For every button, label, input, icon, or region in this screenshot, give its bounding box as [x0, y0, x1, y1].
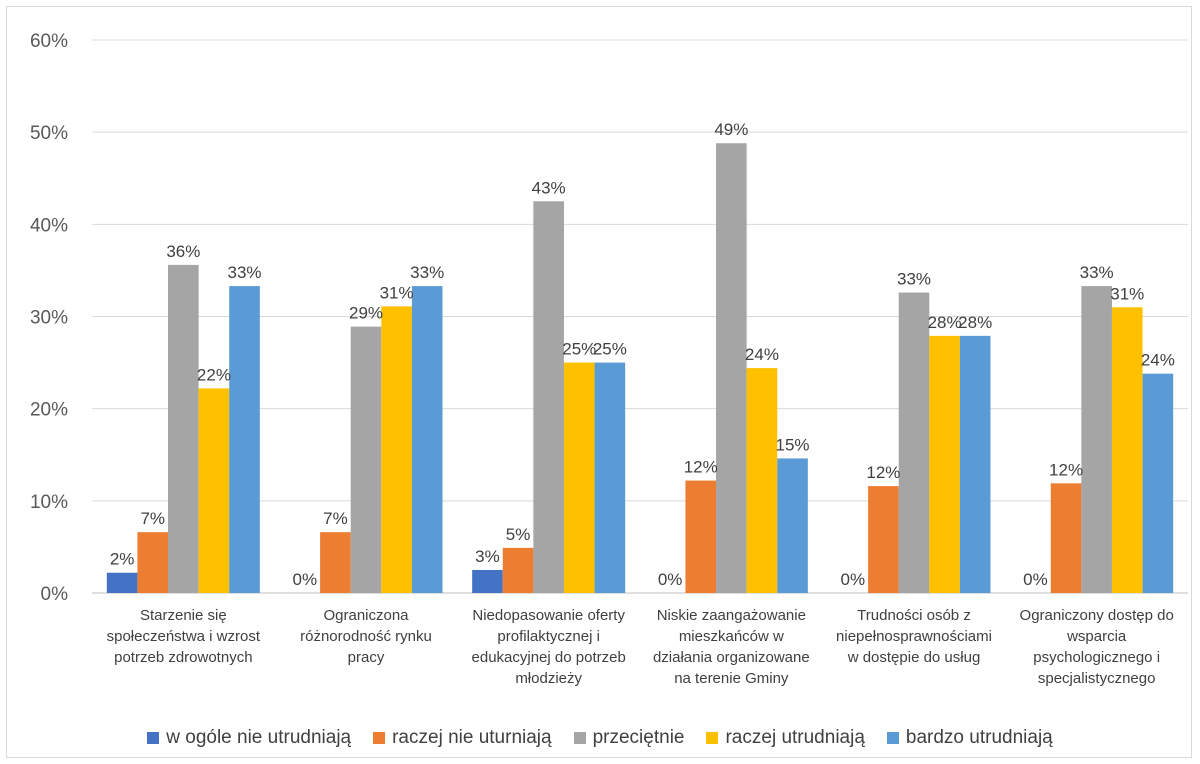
bar [229, 286, 260, 593]
category-labels: Starzenie się społeczeństwa i wzrost potrz… [107, 607, 1174, 687]
y-tick-label: 40% [30, 215, 68, 236]
data-label: 12% [1049, 460, 1083, 479]
data-label: 25% [593, 340, 627, 359]
data-label: 0% [1023, 570, 1048, 589]
bar [716, 143, 747, 594]
category-label: Trudności osób z niepełnosprawnościami w d… [836, 607, 992, 666]
bar [929, 335, 960, 593]
data-label: 49% [714, 120, 748, 139]
legend-swatch [706, 732, 719, 744]
bar [1111, 307, 1143, 593]
bar [350, 326, 382, 593]
gridlines [92, 39, 1188, 594]
data-label: 31% [1110, 284, 1144, 303]
data-label: 22% [197, 365, 231, 384]
bar [594, 362, 626, 593]
data-label: 5% [506, 525, 531, 544]
legend-swatch [573, 732, 586, 744]
legend-item: raczej utrudniają [706, 727, 865, 749]
bar [198, 388, 230, 593]
data-label: 15% [776, 435, 810, 454]
bar [502, 547, 534, 593]
data-labels: 2%7%36%22%33%0%7%29%31%33%3%5%43%25%25%0… [110, 120, 1175, 589]
bar [1050, 483, 1082, 593]
bar [411, 286, 443, 593]
data-label: 25% [562, 340, 596, 359]
bar [168, 264, 199, 593]
data-label: 7% [140, 509, 165, 528]
category-label: Starzenie się społeczeństwa i wzrost potrz… [107, 607, 261, 666]
legend-label: przeciętnie [592, 727, 685, 748]
bar [777, 458, 808, 593]
data-label: 7% [323, 509, 348, 528]
bar [137, 532, 169, 593]
data-label: 28% [928, 313, 962, 332]
data-label: 12% [684, 458, 718, 477]
legend-item: bardzo utrudniają [886, 727, 1053, 749]
legend: w ogóle nie utrudniają raczej nie uturnia… [0, 724, 1200, 752]
legend-swatch [147, 732, 160, 744]
legend-item: w ogóle nie utrudniają [147, 727, 351, 749]
bar [685, 480, 717, 593]
data-label: 12% [866, 463, 900, 482]
bar [1142, 373, 1174, 593]
data-label: 2% [110, 550, 135, 569]
data-label: 33% [410, 263, 444, 282]
y-axis-ticks: 0% 10% 20% 30% 40% 50% 60% [30, 31, 68, 605]
data-label: 33% [228, 263, 262, 282]
legend-label: raczej utrudniają [725, 727, 865, 748]
y-tick-label: 0% [41, 584, 69, 605]
data-label: 0% [293, 570, 318, 589]
bar [959, 335, 991, 593]
bar [320, 532, 351, 593]
bar [106, 572, 138, 593]
legend-label: raczej nie uturniają [392, 727, 552, 748]
category-label: Ograniczony dostęp do wsparcia psychologic… [1020, 607, 1174, 687]
bar [381, 306, 412, 593]
bar [746, 368, 778, 593]
bars [106, 143, 1174, 594]
y-tick-label: 30% [30, 308, 68, 329]
data-label: 24% [1141, 351, 1175, 370]
legend-swatch [886, 732, 899, 744]
data-label: 28% [958, 313, 992, 332]
bar [1081, 286, 1112, 593]
data-label: 3% [475, 547, 500, 566]
y-tick-label: 20% [30, 400, 68, 421]
data-label: 0% [658, 570, 683, 589]
legend-item: raczej nie uturniają [373, 727, 552, 749]
category-label: Niskie zaangażowanie mieszkańców w działan… [653, 607, 810, 687]
bar [868, 486, 899, 593]
data-label: 31% [380, 283, 414, 302]
data-label: 33% [1080, 263, 1114, 282]
bar [898, 292, 930, 593]
data-label: 24% [745, 345, 779, 364]
legend-swatch [373, 732, 386, 744]
y-tick-label: 10% [30, 492, 68, 513]
data-label: 29% [349, 304, 383, 323]
data-label: 0% [841, 570, 866, 589]
category-label: Niedopasowanie oferty profilaktycznej i ed… [472, 607, 626, 687]
legend-label: bardzo utrudniają [905, 727, 1053, 748]
data-label: 33% [897, 270, 931, 289]
y-tick-label: 60% [30, 31, 68, 52]
data-label: 43% [532, 178, 566, 197]
data-label: 36% [166, 242, 200, 261]
legend-label: w ogóle nie utrudniają [166, 727, 352, 748]
bar [563, 362, 595, 593]
bar [533, 201, 564, 594]
category-label: Ograniczona różnorodność rynku pracy [300, 607, 432, 666]
legend-item: przeciętnie [573, 727, 685, 749]
bar [472, 569, 503, 593]
y-tick-label: 50% [30, 123, 68, 144]
